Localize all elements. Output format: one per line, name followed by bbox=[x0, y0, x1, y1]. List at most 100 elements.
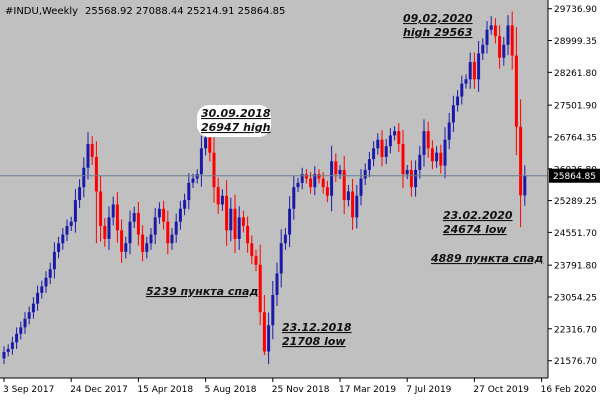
candle bbox=[183, 193, 187, 216]
candle-body bbox=[124, 243, 128, 252]
candle bbox=[409, 160, 413, 197]
candle bbox=[136, 202, 140, 246]
candle-body bbox=[351, 191, 355, 218]
candle bbox=[233, 194, 237, 253]
candle bbox=[254, 249, 258, 272]
candle bbox=[40, 280, 44, 299]
annotation-drop-2018: 5239 пункта спад bbox=[146, 285, 258, 298]
candle bbox=[439, 144, 443, 174]
candle-body bbox=[300, 174, 304, 183]
candle bbox=[430, 140, 434, 170]
x-tick-label: 3 Sep 2017 bbox=[3, 385, 54, 395]
y-tick-label: 23054.25 bbox=[554, 293, 597, 303]
candle bbox=[212, 137, 216, 203]
x-tick-label: 27 Oct 2019 bbox=[473, 385, 529, 395]
candle bbox=[31, 297, 35, 319]
candle bbox=[153, 207, 157, 245]
candle bbox=[149, 228, 153, 250]
candle-body bbox=[435, 152, 439, 162]
candle-body bbox=[275, 273, 279, 296]
x-tick-label: 5 Aug 2018 bbox=[205, 385, 257, 395]
candle bbox=[372, 141, 376, 167]
candle-body bbox=[376, 139, 380, 149]
candle-body bbox=[2, 351, 6, 359]
candle bbox=[351, 178, 355, 230]
candle-body bbox=[246, 225, 250, 244]
candle-body bbox=[99, 191, 103, 226]
candle-body bbox=[439, 152, 443, 166]
x-tick-label: 7 Jul 2019 bbox=[406, 385, 451, 395]
y-tick-label: 22316.70 bbox=[554, 325, 597, 335]
candle-body bbox=[510, 25, 514, 56]
candle-body bbox=[367, 159, 371, 170]
candle bbox=[393, 126, 397, 141]
candle-body bbox=[430, 148, 434, 162]
candle-body bbox=[409, 169, 413, 188]
annotation-text: 23.12.2018 bbox=[282, 321, 352, 334]
candle bbox=[279, 229, 283, 288]
candle bbox=[397, 123, 401, 153]
candle bbox=[477, 40, 481, 92]
candle-body bbox=[338, 169, 342, 175]
candle bbox=[401, 130, 405, 189]
candle-body bbox=[27, 312, 31, 319]
current-price-tag bbox=[549, 168, 600, 183]
candle bbox=[405, 164, 409, 180]
candle bbox=[10, 336, 14, 355]
candle bbox=[19, 321, 23, 340]
candle bbox=[157, 202, 161, 224]
candle-body bbox=[86, 144, 90, 168]
candle-body bbox=[330, 161, 334, 196]
candles-layer bbox=[2, 11, 527, 365]
candle bbox=[78, 179, 82, 209]
candle bbox=[451, 95, 455, 132]
y-tick-label: 23791.80 bbox=[554, 262, 597, 272]
candle-body bbox=[477, 53, 481, 80]
candle bbox=[292, 176, 296, 220]
candle bbox=[313, 166, 317, 196]
candle-body bbox=[157, 208, 161, 218]
candle-body bbox=[216, 187, 220, 205]
candle bbox=[275, 262, 279, 307]
candle bbox=[225, 180, 229, 246]
candle-body bbox=[502, 44, 506, 58]
candle-body bbox=[136, 213, 140, 235]
candle-body bbox=[153, 217, 157, 235]
candle-body bbox=[498, 36, 502, 58]
candle bbox=[447, 112, 451, 150]
candle-body bbox=[258, 264, 262, 313]
candle-body bbox=[73, 200, 77, 222]
candle-body bbox=[523, 175, 527, 196]
candle-body bbox=[267, 325, 271, 352]
candle-body bbox=[460, 83, 464, 97]
candle-body bbox=[82, 167, 86, 188]
candle bbox=[485, 20, 489, 54]
x-tick-label: 17 Mar 2019 bbox=[339, 385, 396, 395]
candle bbox=[187, 173, 191, 210]
candle-body bbox=[107, 217, 111, 239]
candle bbox=[103, 218, 107, 247]
candle bbox=[36, 285, 40, 311]
candle bbox=[44, 271, 48, 293]
candle bbox=[376, 133, 380, 155]
candle-body bbox=[372, 148, 376, 160]
candle bbox=[199, 135, 203, 187]
ohlc-values: 25568.92 27088.44 25214.91 25864.85 bbox=[85, 6, 285, 17]
candle bbox=[220, 189, 224, 211]
candle-body bbox=[31, 303, 35, 313]
candle bbox=[132, 206, 136, 229]
candle-body bbox=[94, 156, 98, 192]
candle-body bbox=[220, 195, 224, 205]
candle bbox=[418, 146, 422, 179]
candle-body bbox=[48, 269, 52, 278]
candle bbox=[145, 236, 149, 259]
x-tick-label: 24 Dec 2017 bbox=[70, 385, 128, 395]
candle bbox=[422, 119, 426, 167]
candle-body bbox=[145, 243, 149, 252]
y-tick-label: 27501.90 bbox=[554, 102, 597, 112]
candle-body bbox=[443, 139, 447, 166]
candle bbox=[162, 200, 166, 230]
